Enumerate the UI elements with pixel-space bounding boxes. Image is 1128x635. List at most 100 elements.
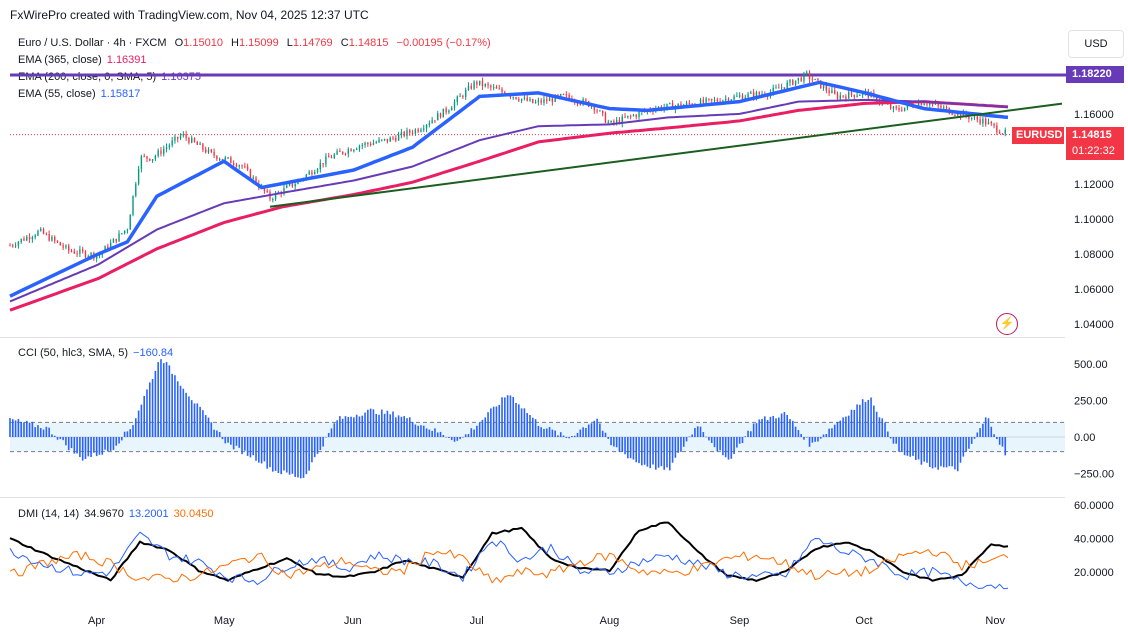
candle-body [987,122,990,125]
time-axis[interactable]: Apr May Jun Jul Aug Sep Oct Nov [88,615,1005,627]
candle-body [512,97,514,99]
pane-separator-2[interactable] [0,497,1065,498]
candle-body [73,251,76,254]
cci-bar [98,437,101,455]
ema55-label: EMA (55, close) [18,88,96,100]
candle-body [375,142,377,144]
candle-body [951,113,953,115]
dmi-tick-label: 40.0000 [1074,534,1114,546]
cci-bar [364,412,366,437]
cci-legend[interactable]: CCI (50, hlc3, SMA, 5) −160.84 [18,346,173,360]
candle-body [213,151,215,156]
cci-bar [313,437,316,458]
candle-body [437,113,439,121]
cci-bar [803,437,805,440]
cci-bar [59,437,62,440]
lightning-icon[interactable]: ⚡ [996,313,1018,335]
candle-body [635,114,637,117]
cci-bar [875,411,878,437]
candle-body [14,245,17,247]
candle-body [95,256,98,259]
cci-bar [291,437,294,474]
candle-body [434,120,436,122]
cci-pane[interactable] [9,359,1065,479]
candle-body [182,134,185,136]
cci-bar [582,427,584,437]
candle-body [828,90,830,94]
cci-bar [406,418,408,437]
cci-tick-label: 250.00 [1074,396,1108,408]
cci-bar [783,411,786,437]
candle-body [959,112,962,117]
candle-body [216,155,218,160]
candle-body [157,150,159,156]
change-value: −0.00195 (−0.17%) [396,37,491,49]
candle-body [210,149,212,152]
candle-body [400,131,403,135]
cci-bar [501,397,503,437]
candle-body [428,123,431,126]
cci-bar [42,429,45,437]
candle-body [680,103,682,107]
dmi-pane[interactable] [9,521,1009,590]
candle-body [244,166,246,168]
cci-bar [666,437,668,468]
cci-bar [381,409,383,437]
candle-body [355,148,358,150]
currency-button[interactable]: USD [1068,30,1124,58]
cci-bar [828,428,830,437]
candle-body [716,99,719,102]
month-label: Aug [600,615,620,627]
cci-bar [221,437,224,440]
candle-body [37,230,39,236]
ema55-legend[interactable]: EMA (55, close) 1.15817 [18,87,140,101]
cci-bar [84,437,87,460]
candle-body [286,185,288,188]
cci-bar [263,437,266,462]
candle-body [45,233,48,235]
cci-bar [462,437,464,438]
pane-separator-1[interactable] [0,337,1065,338]
candle-body [227,157,229,159]
cci-bar [968,437,970,449]
cci-bar [341,418,344,437]
candle-body [305,174,308,179]
cci-bar [559,432,562,437]
price-pane[interactable] [9,70,1066,312]
candle-body [336,151,338,155]
cci-bar [316,437,319,454]
ema365-legend[interactable]: EMA (365, close) 1.16391 [18,53,147,67]
cci-bar [962,437,965,457]
cci-bar [635,437,638,463]
cci-bar [207,417,210,437]
cci-bar [937,437,939,470]
cci-bar [909,437,912,457]
candle-body [705,98,707,103]
symbol-legend[interactable]: Euro / U.S. Dollar · 4h · FXCM O1.15010 … [18,36,491,50]
candle-body [224,157,226,160]
candle-body [1001,133,1004,135]
cci-bar [901,437,903,452]
dmi-tick-label: 60.0000 [1074,500,1114,512]
candle-body [727,98,730,102]
candle-body [372,142,375,145]
cci-bar [509,395,512,437]
cci-bar [912,437,914,456]
candle-body [845,96,847,99]
candle-body [420,129,422,132]
cci-bar [450,437,453,441]
price-axis[interactable]: 1.04000 1.06000 1.08000 1.10000 1.12000 1.160… [1074,109,1114,579]
cci-bar [738,437,741,444]
cci-bar [702,432,705,437]
cci-bar [132,425,134,437]
candle-body [752,92,755,98]
dmi-legend[interactable]: DMI (14, 14) 34.9670 13.2001 30.0450 [18,507,213,521]
candle-body [358,145,361,149]
month-label: Apr [88,615,105,627]
cci-bar [123,431,126,437]
cci-bar [37,425,39,437]
candle-body [31,237,34,240]
candle-body [12,245,14,247]
candle-body [453,101,456,108]
